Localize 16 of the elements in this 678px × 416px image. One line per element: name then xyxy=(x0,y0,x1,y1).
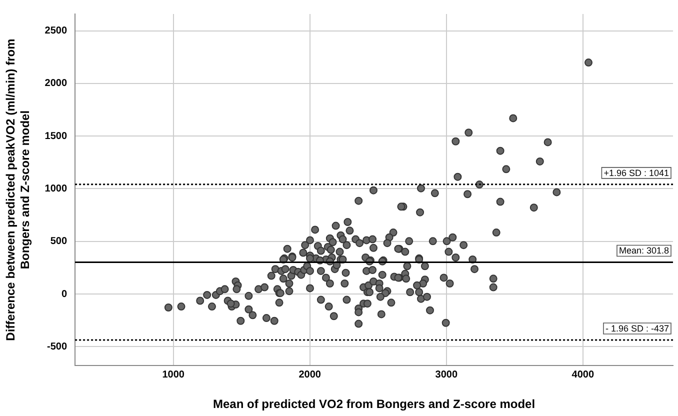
x-tick-label: 1000 xyxy=(162,369,185,380)
ref-line-label: - 1.96 SD : -437 xyxy=(605,324,670,334)
y-tick-label: 0 xyxy=(61,288,68,300)
y-tick-label: 2000 xyxy=(44,78,68,90)
ref-line-label: Mean: 301.8 xyxy=(618,246,670,256)
x-tick-label: 3000 xyxy=(435,369,458,380)
y-tick-label: 1000 xyxy=(44,183,68,194)
y-tick-label: 1500 xyxy=(44,130,68,142)
y-tick-label: -500 xyxy=(47,341,68,352)
x-tick-label: 2000 xyxy=(298,369,322,380)
y-tick-label: 500 xyxy=(50,236,68,248)
ref-line-label: +1.96 SD : 1041 xyxy=(604,168,670,178)
y-axis-title: Difference between predicted peakVO2 (ml/min) from Bongers and Z-score model xyxy=(4,38,32,341)
y-tick-label: 2500 xyxy=(44,26,68,37)
x-axis-title: Mean of predicted VO2 from Bongers and Z-score model xyxy=(212,397,536,412)
x-tick-label: 4000 xyxy=(572,369,594,380)
